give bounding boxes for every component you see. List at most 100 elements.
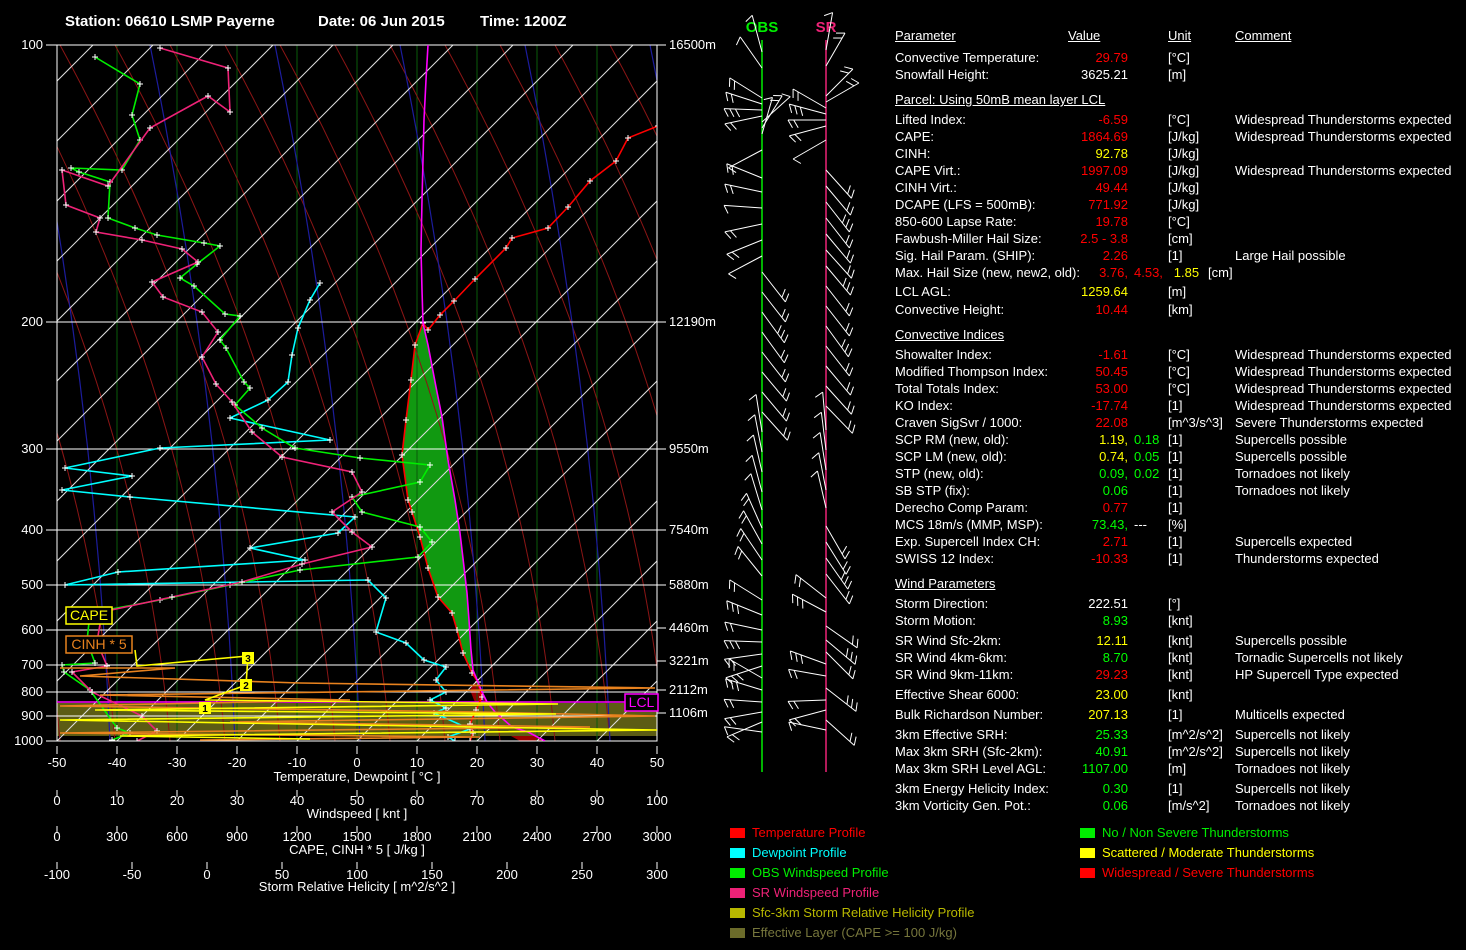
legend-swatch <box>730 848 745 858</box>
param-value-part: 222.51 <box>1088 596 1128 611</box>
dry-adiabat <box>444 45 657 673</box>
axis-tick-label: 200 <box>496 867 518 882</box>
obs-wind-barb-tick <box>724 231 732 239</box>
legend-label: Sfc-3km Storm Relative Helicity Profile <box>752 905 975 920</box>
obs-wind-barb-tick <box>734 108 741 118</box>
sr-wind-barb-tick <box>794 718 802 726</box>
param-value-part: 1.19, <box>1099 432 1128 447</box>
param-value-part: 2.71 <box>1102 534 1128 549</box>
legend-swatch <box>730 868 745 878</box>
param-label: SCP RM (new, old): <box>895 432 1009 447</box>
obs-wind-barb-tick <box>781 93 791 98</box>
obs-wind-barb <box>751 15 763 53</box>
sr-wind-barb <box>825 201 850 233</box>
obs-wind-barb-tick <box>734 546 739 556</box>
sr-wind-barb-tick <box>794 105 798 115</box>
sr-wind-barb-tick <box>850 189 855 199</box>
isotherm-line <box>416 500 657 741</box>
param-label: LCL AGL: <box>895 284 951 299</box>
param-unit: [1] <box>1168 466 1183 481</box>
param-value-part: 1.85 <box>1166 265 1203 280</box>
param-unit: [m^2/s^2] <box>1168 727 1223 742</box>
sr-wind-barb-tick <box>848 367 854 377</box>
param-value-part: -1.61 <box>1098 347 1128 362</box>
param-comment: HP Supercell Type expected <box>1235 667 1399 682</box>
sr-wind-barb-tick <box>846 202 851 211</box>
axis-tick-label: 60 <box>410 793 424 808</box>
param-unit: [m^2/s^2] <box>1168 744 1223 759</box>
sr-wind-barb-tick <box>793 700 799 710</box>
obs-wind-barb-tick <box>736 604 740 615</box>
sr-wind-barb <box>825 185 851 216</box>
param-value: 771.92 <box>895 197 1128 212</box>
obs-wind-barb <box>724 640 763 643</box>
param-label: Max 3km SRH (Sfc-2km): <box>895 744 1043 759</box>
sr-wind-barb-tick <box>840 571 846 581</box>
legend-label: Effective Layer (CAPE >= 100 J/kg) <box>752 925 957 940</box>
param-value-2: 0.02 <box>1134 466 1163 481</box>
axis-tick-label: 20 <box>470 755 484 770</box>
param-value-part: 4.53, <box>1134 265 1167 280</box>
sr-wind-barb <box>825 169 852 199</box>
isotherm-line <box>176 260 657 741</box>
legend-swatch <box>730 828 745 838</box>
param-comment: Widespread Thunderstorms expected <box>1235 163 1452 178</box>
isotherm-line <box>476 560 657 741</box>
sr-wind-barb-tick <box>847 580 853 590</box>
obs-wind-barb-tick <box>724 621 729 631</box>
sr-wind-barb-tick <box>849 732 853 742</box>
pressure-label: 300 <box>21 441 43 456</box>
legend-label: Widespread / Severe Thunderstorms <box>1102 865 1315 880</box>
sr-wind-barb-tick <box>846 250 851 259</box>
obs-wind-barb-tick <box>730 675 739 683</box>
sr-wind-barb-tick <box>845 590 850 600</box>
axis-title: Storm Relative Helicity [ m^2/s^2 ] <box>259 879 455 894</box>
obs-wind-barb-tick <box>726 163 729 173</box>
km-marker-label: 3 <box>245 654 251 665</box>
sr-wind-barb-tick <box>847 348 853 357</box>
sr-wind-barb <box>825 68 854 97</box>
param-value: 19.78 <box>895 214 1128 229</box>
obs-wind-barb-tick <box>739 533 745 542</box>
obs-wind-barb <box>761 291 786 323</box>
axis-tick-label: 0 <box>353 755 360 770</box>
axis-tick-label: 50 <box>350 793 364 808</box>
plot-border <box>56 44 658 742</box>
legend-label: No / Non Severe Thunderstorms <box>1102 825 1289 840</box>
param-value: 8.70 <box>895 650 1128 665</box>
obs-wind-barb <box>737 546 763 577</box>
obs-wind-barb-tick <box>783 354 789 363</box>
param-value: 0.06 <box>895 798 1128 813</box>
dry-adiabat <box>224 45 446 741</box>
sr-wind-barb-tick <box>841 214 847 224</box>
sr-wind-barb <box>788 699 827 702</box>
obs-wind-barb-tick <box>723 640 729 649</box>
param-unit: [cm] <box>1168 231 1193 246</box>
sr-wind-barb-tick <box>789 650 793 660</box>
sr-wind-barb-tick <box>823 12 833 17</box>
param-value-2: --- <box>1134 517 1151 532</box>
param-label: Total Totals Index: <box>895 381 999 396</box>
obs-wind-barb <box>754 414 763 453</box>
param-value-part: -6.59 <box>1098 112 1128 127</box>
obs-wind-barb <box>728 255 763 275</box>
obs-wind-barb-tick <box>731 602 734 612</box>
sr-wind-barb-tick <box>849 386 854 396</box>
param-value: -10.33 <box>895 551 1128 566</box>
sr-wind-barb <box>825 719 855 746</box>
param-comment: Widespread Thunderstorms expected <box>1235 347 1452 362</box>
obs-wind-barb <box>761 331 785 364</box>
param-value-part: 3.76, <box>1099 265 1128 280</box>
axis-tick-label: 40 <box>290 793 304 808</box>
sr-wind-barb <box>825 557 849 590</box>
param-comment: Widespread Thunderstorms expected <box>1235 381 1452 396</box>
dry-adiabat <box>279 45 501 741</box>
altitude-label: 16500m <box>669 37 716 52</box>
obs-wind-barb <box>724 204 763 209</box>
obs-wind-barb-tick <box>723 699 729 708</box>
pressure-label: 100 <box>21 37 43 52</box>
obs-wind-barb-tick <box>763 96 773 101</box>
lcl-label: LCL <box>629 694 655 710</box>
param-label: SWISS 12 Index: <box>895 551 994 566</box>
sr-wind-barb-tick <box>841 545 848 555</box>
